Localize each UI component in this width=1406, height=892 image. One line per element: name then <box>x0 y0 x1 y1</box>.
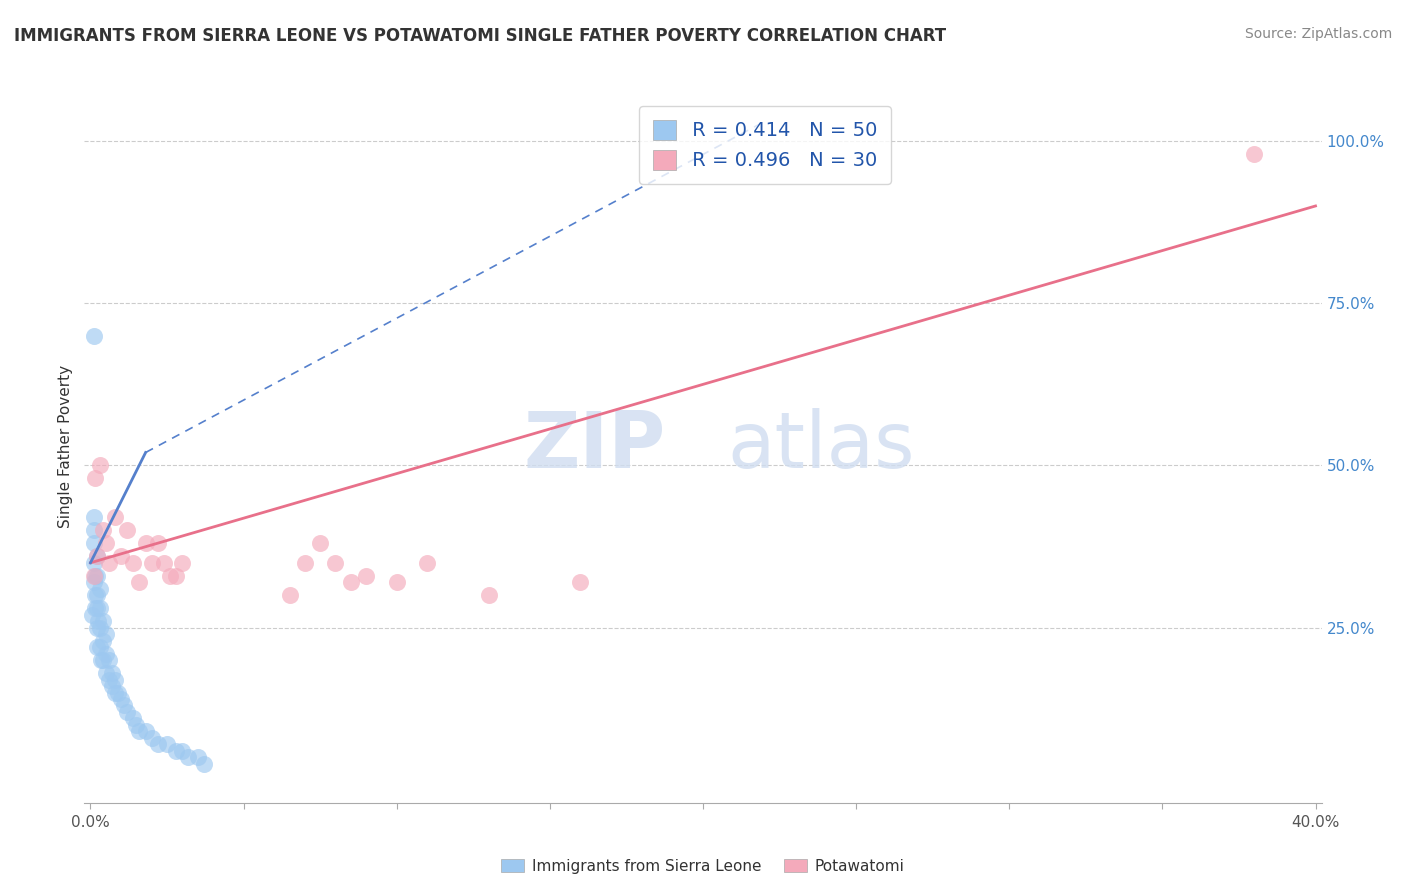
Point <box>83 536 105 550</box>
Point <box>569 575 592 590</box>
Text: ZIP: ZIP <box>523 408 666 484</box>
Point <box>177 750 200 764</box>
Point <box>104 685 127 699</box>
Point <box>84 588 107 602</box>
Point <box>141 731 163 745</box>
Point <box>89 621 111 635</box>
Point <box>89 582 111 596</box>
Point <box>146 738 169 752</box>
Point <box>86 588 108 602</box>
Point <box>89 601 111 615</box>
Text: atlas: atlas <box>728 408 915 484</box>
Point <box>94 666 117 681</box>
Point <box>89 640 111 654</box>
Point <box>94 627 117 641</box>
Point <box>110 692 132 706</box>
Y-axis label: Single Father Poverty: Single Father Poverty <box>58 365 73 527</box>
Point <box>89 458 111 473</box>
Point <box>84 568 107 582</box>
Point <box>83 510 105 524</box>
Point <box>416 556 439 570</box>
Point <box>172 744 194 758</box>
Point <box>80 607 103 622</box>
Point <box>101 666 124 681</box>
Point <box>141 556 163 570</box>
Point <box>122 556 145 570</box>
Point <box>97 673 120 687</box>
Point <box>325 556 347 570</box>
Point <box>165 744 187 758</box>
Point <box>91 524 114 538</box>
Point <box>135 724 157 739</box>
Point <box>104 510 127 524</box>
Point <box>115 524 138 538</box>
Point <box>354 568 377 582</box>
Point <box>86 549 108 564</box>
Point <box>128 575 150 590</box>
Point <box>86 568 108 582</box>
Point <box>385 575 408 590</box>
Point <box>83 328 105 343</box>
Point <box>86 549 108 564</box>
Point <box>86 601 108 615</box>
Point <box>122 711 145 725</box>
Point <box>83 568 105 582</box>
Point <box>125 718 148 732</box>
Point <box>110 549 132 564</box>
Point <box>115 705 138 719</box>
Point <box>112 698 135 713</box>
Point <box>135 536 157 550</box>
Point <box>187 750 209 764</box>
Point <box>153 556 176 570</box>
Point <box>91 614 114 628</box>
Text: IMMIGRANTS FROM SIERRA LEONE VS POTAWATOMI SINGLE FATHER POVERTY CORRELATION CHA: IMMIGRANTS FROM SIERRA LEONE VS POTAWATO… <box>14 27 946 45</box>
Point <box>86 640 108 654</box>
Point <box>90 653 112 667</box>
Point <box>146 536 169 550</box>
Point <box>91 633 114 648</box>
Point <box>91 653 114 667</box>
Point <box>83 575 105 590</box>
Point <box>87 614 110 628</box>
Point <box>156 738 179 752</box>
Legend:  R = 0.414   N = 50,  R = 0.496   N = 30: R = 0.414 N = 50, R = 0.496 N = 30 <box>640 106 890 184</box>
Point <box>86 621 108 635</box>
Text: Source: ZipAtlas.com: Source: ZipAtlas.com <box>1244 27 1392 41</box>
Point <box>97 653 120 667</box>
Point <box>478 588 501 602</box>
Point <box>159 568 181 582</box>
Point <box>172 556 194 570</box>
Point <box>94 647 117 661</box>
Point <box>165 568 187 582</box>
Point <box>101 679 124 693</box>
Point <box>84 601 107 615</box>
Point <box>340 575 363 590</box>
Point <box>94 536 117 550</box>
Point <box>294 556 316 570</box>
Point <box>128 724 150 739</box>
Point <box>104 673 127 687</box>
Point <box>84 471 107 485</box>
Point <box>83 524 105 538</box>
Point <box>97 556 120 570</box>
Point <box>1243 147 1265 161</box>
Point <box>278 588 301 602</box>
Point <box>83 556 105 570</box>
Point <box>193 756 215 771</box>
Point <box>309 536 332 550</box>
Point <box>107 685 129 699</box>
Legend: Immigrants from Sierra Leone, Potawatomi: Immigrants from Sierra Leone, Potawatomi <box>495 853 911 880</box>
